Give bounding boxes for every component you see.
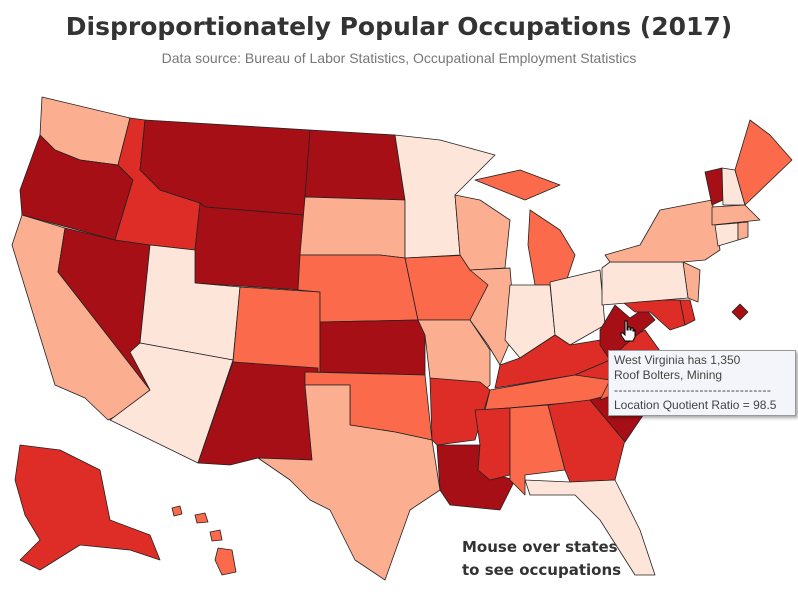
state-ms[interactable] [474, 407, 511, 481]
hand-cursor-icon [620, 320, 636, 342]
state-ct[interactable] [714, 222, 739, 247]
state-mi_l[interactable] [527, 209, 576, 286]
state-fl[interactable] [524, 479, 656, 576]
hover-instructions: Mouse over states to see occupations [462, 536, 621, 582]
caption-line-2: to see occupations [462, 561, 622, 579]
state-ar[interactable] [429, 377, 491, 446]
chart-title: Disproportionately Popular Occupations (… [65, 12, 733, 41]
state-me[interactable] [734, 119, 793, 206]
state-pa[interactable] [601, 261, 689, 306]
state-ri[interactable] [737, 221, 749, 241]
tooltip-occupation: Roof Bolters, Mining [614, 368, 723, 382]
tooltip-separator: ----------------------------------- [614, 383, 772, 397]
state-de[interactable] [679, 299, 696, 326]
state-mi_u[interactable] [474, 169, 561, 201]
state-oh[interactable] [549, 269, 606, 346]
tooltip-lq-ratio: Location Quotient Ratio = 98.5 [614, 398, 777, 412]
state-tx[interactable] [257, 384, 441, 581]
state-ny[interactable] [604, 199, 721, 263]
state-tooltip: West Virginia has 1,350 Roof Bolters, Mi… [608, 350, 796, 416]
state-nd[interactable] [304, 129, 406, 201]
state-ak[interactable] [14, 444, 161, 571]
tooltip-state-count: West Virginia has 1,350 [614, 353, 741, 367]
state-hi4[interactable] [214, 547, 237, 576]
state-hi2[interactable] [194, 512, 209, 524]
state-ks[interactable] [319, 319, 426, 376]
state-ma[interactable] [711, 204, 761, 226]
state-hi1[interactable] [171, 505, 183, 517]
state-il[interactable] [469, 267, 516, 366]
state-sd[interactable] [299, 196, 406, 259]
state-vt[interactable] [704, 167, 724, 206]
state-hi3[interactable] [209, 529, 223, 542]
state-wi[interactable] [454, 194, 511, 271]
state-co[interactable] [232, 286, 321, 373]
chart-subtitle: Data source: Bureau of Labor Statistics,… [161, 50, 637, 66]
state-dc[interactable] [731, 303, 749, 321]
state-wy[interactable] [194, 202, 306, 291]
caption-line-1: Mouse over states [462, 538, 618, 556]
